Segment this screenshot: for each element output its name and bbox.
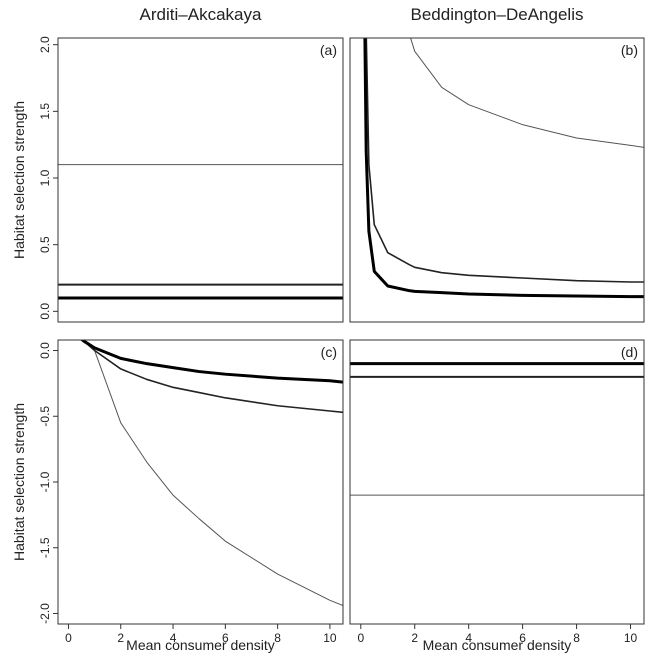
- x-tick-label: 6: [222, 631, 229, 645]
- y-axis-label: Habitat selection strength: [11, 101, 27, 259]
- series-line: [365, 38, 644, 283]
- plot-area: [79, 340, 343, 607]
- y-tick-label: -1.0: [38, 471, 52, 492]
- x-axis-label: Mean consumer density: [423, 637, 572, 653]
- x-tick-label: 10: [624, 631, 638, 645]
- y-tick-label: -0.5: [38, 406, 52, 427]
- plot-area: [58, 164, 343, 300]
- plot-area: [363, 38, 644, 299]
- plot-frame: [57, 37, 344, 323]
- x-tick-label: 10: [323, 631, 337, 645]
- x-tick-label: 4: [170, 631, 177, 645]
- panel-label: (a): [320, 42, 337, 58]
- column-title: Arditi–Akcakaya: [140, 5, 262, 24]
- y-tick-label: 0.5: [38, 236, 52, 253]
- series-line: [410, 38, 644, 148]
- x-tick-label: 2: [117, 631, 124, 645]
- x-tick-label: 0: [357, 631, 364, 645]
- x-tick-label: 8: [573, 631, 580, 645]
- plot-frame: [349, 37, 645, 323]
- y-tick-label: 0.0: [38, 342, 52, 359]
- y-tick-label: 1.5: [38, 103, 52, 120]
- panel-label: (b): [621, 42, 638, 58]
- series-line: [363, 38, 644, 299]
- plot-frame: [349, 339, 645, 625]
- panel-label: (c): [321, 344, 337, 360]
- x-tick-label: 6: [519, 631, 526, 645]
- x-tick-label: 2: [411, 631, 418, 645]
- y-axis-label: Habitat selection strength: [11, 403, 27, 561]
- panel-label: (d): [621, 344, 638, 360]
- series-line: [94, 350, 343, 607]
- plot-frame: [57, 339, 344, 625]
- y-tick-label: 1.0: [38, 169, 52, 186]
- y-tick-label: -1.5: [38, 537, 52, 558]
- x-tick-label: 0: [65, 631, 72, 645]
- x-tick-label: 4: [465, 631, 472, 645]
- column-title: Beddington–DeAngelis: [411, 5, 584, 24]
- y-tick-label: 0.0: [38, 303, 52, 320]
- x-tick-label: 8: [274, 631, 281, 645]
- plot-area: [350, 362, 644, 496]
- y-tick-label: -2.0: [38, 603, 52, 624]
- x-axis-label: Mean consumer density: [126, 637, 275, 653]
- series-line: [79, 340, 343, 384]
- y-tick-label: 2.0: [38, 36, 52, 53]
